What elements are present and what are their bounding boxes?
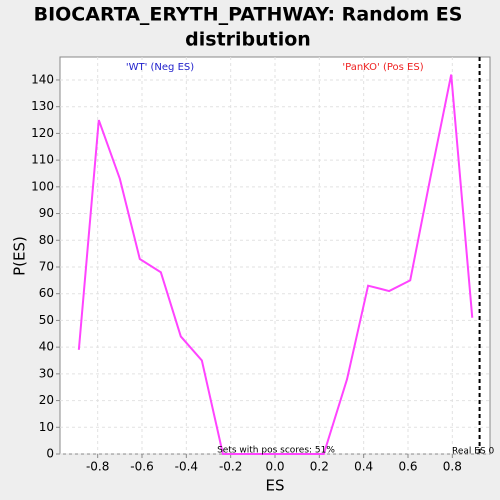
chart-title: BIOCARTA_ERYTH_PATHWAY: Random ES bbox=[34, 4, 463, 26]
y-axis-label: P(ES) bbox=[11, 236, 29, 276]
chart-title: distribution bbox=[185, 29, 311, 51]
y-tick-label: 140 bbox=[31, 72, 54, 86]
y-tick-label: 50 bbox=[39, 313, 54, 327]
y-tick-label: 20 bbox=[39, 393, 54, 407]
y-tick-label: 30 bbox=[39, 366, 54, 380]
x-axis-label: ES bbox=[266, 477, 285, 495]
annotation: 'PanKO' (Pos ES) bbox=[342, 62, 423, 73]
y-tick-label: 120 bbox=[31, 126, 54, 140]
x-tick-label: 0.4 bbox=[354, 460, 373, 474]
x-tick-label: 0.6 bbox=[398, 460, 417, 474]
x-tick-label: 0.0 bbox=[265, 460, 284, 474]
y-tick-label: 90 bbox=[39, 206, 54, 220]
x-tick-label: -0.8 bbox=[86, 460, 109, 474]
y-tick-label: 60 bbox=[39, 286, 54, 300]
y-tick-label: 80 bbox=[39, 233, 54, 247]
x-tick-label: 0.8 bbox=[443, 460, 462, 474]
x-tick-label: 0.2 bbox=[310, 460, 329, 474]
x-tick-label: -0.6 bbox=[130, 460, 153, 474]
y-tick-label: 130 bbox=[31, 99, 54, 113]
y-tick-label: 70 bbox=[39, 259, 54, 273]
y-tick-label: 110 bbox=[31, 153, 54, 167]
y-tick-label: 0 bbox=[46, 447, 54, 461]
line-series bbox=[77, 74, 474, 455]
y-tick-label: 10 bbox=[39, 420, 54, 434]
y-tick-label: 100 bbox=[31, 179, 54, 193]
annotation: 'WT' (Neg ES) bbox=[126, 62, 194, 73]
x-tick-label: -0.2 bbox=[219, 460, 242, 474]
x-tick-label: -0.4 bbox=[175, 460, 198, 474]
annotation: Sets with pos scores: 51% bbox=[217, 446, 335, 456]
y-tick-label: 40 bbox=[39, 340, 54, 354]
annotation: Real ES 0 bbox=[452, 447, 495, 457]
